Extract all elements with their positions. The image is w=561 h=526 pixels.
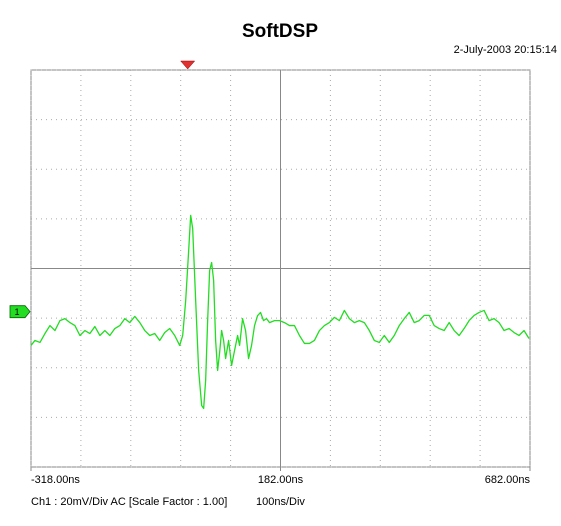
chart-title: SoftDSP [242,21,318,42]
x-tick-label: -318.00ns [31,474,80,486]
timebase: 100ns/Div [256,496,305,508]
channel-info: Ch1 : 20mV/Div AC [Scale Factor : 1.00] [31,496,227,508]
channel-label: 1 [14,307,19,317]
timestamp: 2-July-2003 20:15:14 [454,44,557,56]
channel-marker [9,305,31,319]
x-tick-label: 182.00ns [258,474,304,486]
trace [30,214,530,410]
x-tick-label: 682.00ns [485,474,531,486]
trigger-marker [180,60,196,70]
